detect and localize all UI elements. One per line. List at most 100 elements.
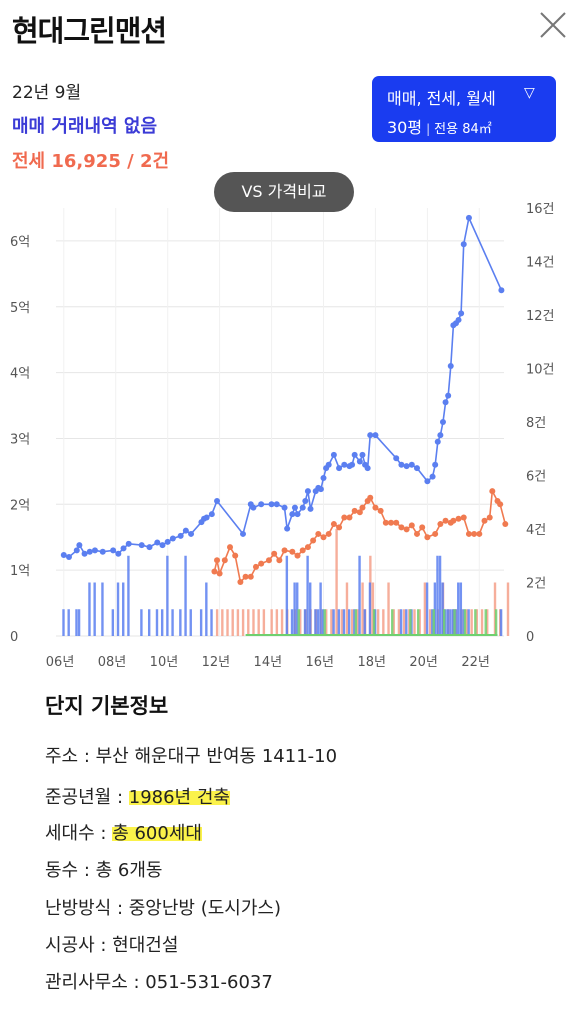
lease-price-point <box>372 504 379 511</box>
lease-price-point <box>486 514 493 521</box>
lease-volume-bar <box>465 609 468 636</box>
sale-price-point <box>445 392 452 399</box>
trade-filter-button[interactable]: 매매, 전세, 월세 ▽ 30평 | 전용 84㎡ <box>372 76 556 142</box>
sale-volume-bar <box>332 609 335 636</box>
lease-price-point <box>271 550 278 557</box>
sale-volume-bar <box>199 609 203 636</box>
lease-volume-bar <box>387 582 390 636</box>
sale-price-point <box>460 241 467 248</box>
sale-volume-bar <box>93 582 96 636</box>
sale-price-point <box>214 498 221 505</box>
y-right-tick-label: 10건 <box>526 363 555 378</box>
chart-grid <box>56 208 504 637</box>
lease-price-point <box>351 507 358 514</box>
sale-volume-bar <box>438 555 442 636</box>
y-left-tick-label: 4억 <box>10 367 30 382</box>
y-left-tick-label: 5억 <box>10 301 30 316</box>
y-right-tick-label: 4건 <box>526 523 546 538</box>
lease-volume-bar <box>330 609 333 636</box>
sale-volume-bar <box>296 582 299 636</box>
sale-price-point <box>317 486 324 493</box>
lease-price-point <box>310 537 317 544</box>
sale-price-point <box>351 451 358 458</box>
lease-price-point <box>247 573 254 580</box>
lease-volume-bar <box>226 609 229 636</box>
sale-volume-bar <box>467 609 470 636</box>
lease-volume-bar <box>252 609 255 636</box>
lease-price-point <box>377 507 384 514</box>
compare-button[interactable]: VS 가격비교 <box>214 172 354 212</box>
price-lines <box>60 214 509 586</box>
volume-bars <box>62 529 510 636</box>
sale-price-point <box>498 287 505 294</box>
price-chart: 0 1억 2억 3억 4억 5억 6억 0 2건 4건 6건 8건 10건 12건 14건 16건 06년 08년… <box>10 202 555 670</box>
y-left-tick-label: 0 <box>10 630 18 645</box>
sale-price-point <box>359 451 366 458</box>
info-households: 세대수 : 총 600세대 <box>45 819 202 845</box>
info-completion-label: 준공년월 : <box>45 787 129 808</box>
lease-price-point <box>497 501 504 508</box>
close-icon[interactable] <box>536 8 569 42</box>
sale-volume-bar <box>314 609 317 636</box>
y-right-tick-label: 6건 <box>526 470 546 485</box>
lease-volume-bar <box>506 582 510 636</box>
sale-volume-bar <box>306 555 309 636</box>
monthly-volume-bar <box>442 609 446 636</box>
section-title: 단지 기본정보 <box>45 694 169 718</box>
sale-volume-bar <box>459 582 463 636</box>
size-info: 30평 | 전용 84㎡ <box>387 114 492 138</box>
lease-volume-bar <box>221 609 224 636</box>
info-heating: 난방방식 : 중앙난방 (도시가스) <box>45 898 281 919</box>
sale-volume-bar <box>499 609 503 636</box>
sale-volume-bar <box>116 582 120 636</box>
lease-volume-bar <box>247 609 250 636</box>
lease-volume-bar <box>275 609 279 636</box>
sale-volume-bar <box>171 609 174 636</box>
y-right-tick-label: 2건 <box>526 577 546 592</box>
monthly-volume-bar <box>474 609 477 636</box>
lease-price-point <box>388 519 395 526</box>
sale-price-point <box>320 474 327 481</box>
sale-price-point <box>268 501 275 508</box>
lease-price-point <box>437 521 444 528</box>
sale-price-point <box>159 542 166 549</box>
lease-price-point <box>325 530 332 537</box>
lease-price-point <box>242 573 249 580</box>
sale-price-point <box>372 432 379 439</box>
sale-volume-bar <box>441 582 444 636</box>
sale-price-point <box>341 461 348 468</box>
sale-volume-bar <box>62 609 65 636</box>
lease-price-point <box>424 534 431 541</box>
size-pyeong: 30평 <box>387 118 423 137</box>
sale-volume-bar <box>160 609 164 636</box>
sale-price-point <box>99 548 106 555</box>
info-completion: 준공년월 : 1986년 건축 <box>45 783 230 809</box>
sale-volume-bar <box>368 582 372 636</box>
x-tick-label: 12년 <box>202 655 231 670</box>
sale-price-point <box>120 545 127 552</box>
sale-price-point <box>177 532 184 539</box>
lease-price-point <box>211 568 218 575</box>
lease-volume-bar <box>418 609 421 636</box>
lease-volume-bar <box>486 609 489 636</box>
lease-price-point <box>320 534 327 541</box>
sale-price-point <box>294 511 301 518</box>
sale-price-point <box>203 514 210 521</box>
lease-price-point <box>419 524 426 531</box>
sale-price-point <box>208 511 215 518</box>
lease-price-point <box>465 530 472 537</box>
lease-price-point <box>481 517 488 524</box>
sale-price-point <box>86 548 93 555</box>
monthly-volume-bar <box>416 609 420 636</box>
monthly-volume-bar <box>453 609 456 636</box>
lease-price-point <box>356 509 363 516</box>
y-right-tick-label: 16건 <box>526 202 555 217</box>
lease-price-point <box>398 524 405 531</box>
sale-volume-bar <box>337 609 340 636</box>
divider: | <box>426 122 431 136</box>
lease-volume-bar <box>480 609 484 636</box>
lease-price-point <box>258 560 265 567</box>
sale-price-point <box>447 363 454 370</box>
sale-price-point <box>284 525 291 532</box>
period-label: 22년 9월 <box>12 83 82 103</box>
